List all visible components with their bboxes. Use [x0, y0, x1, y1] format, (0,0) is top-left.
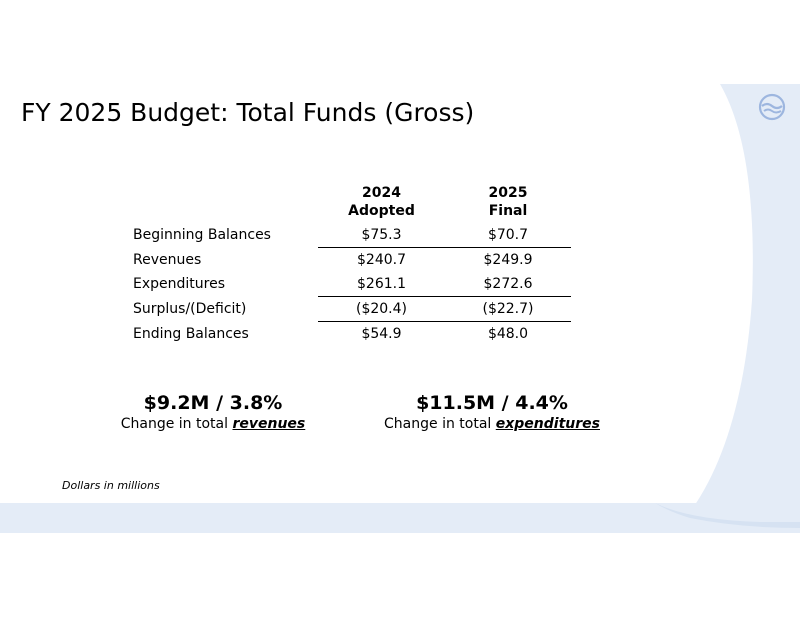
kpi-expenditures-prefix: Change in total — [384, 416, 496, 432]
header-2025: 2025 Final — [445, 182, 571, 223]
slide-title: FY 2025 Budget: Total Funds (Gross) — [21, 98, 475, 127]
row-label: Surplus/(Deficit) — [133, 301, 247, 317]
row-label: Ending Balances — [133, 325, 249, 342]
wave-logo-icon — [758, 93, 786, 121]
table-header-row: 2024 Adopted 2025 Final — [126, 182, 571, 223]
units-note: Dollars in millions — [62, 479, 160, 492]
kpi-revenues: $9.2M / 3.8% Change in total revenues — [113, 392, 313, 432]
table-row: Surplus/(Deficit) ($20.4) ($22.7) — [126, 296, 571, 322]
cell-2025: $48.0 — [445, 321, 571, 346]
cell-2025: $249.9 — [445, 247, 571, 272]
cell-2024: $54.9 — [318, 321, 445, 346]
cell-2024: $261.1 — [357, 276, 406, 292]
bottom-curve-shape — [655, 503, 800, 528]
header-2024-label: Adopted — [348, 203, 415, 219]
table-row: Beginning Balances $75.3 $70.7 — [126, 223, 571, 248]
kpi-revenues-emphasis: revenues — [232, 416, 306, 432]
cell-2024: $240.7 — [318, 247, 445, 272]
right-curve-shape — [690, 84, 800, 522]
cell-2025: $272.6 — [483, 276, 533, 292]
table-row: Revenues $240.7 $249.9 — [126, 247, 571, 272]
cell-2024: $75.3 — [361, 227, 402, 243]
header-2024-year: 2024 — [362, 185, 401, 201]
table-row: Expenditures $261.1 $272.6 — [126, 272, 571, 297]
header-blank — [126, 182, 318, 223]
kpi-expenditures: $11.5M / 4.4% Change in total expenditur… — [372, 392, 612, 432]
kpi-expenditures-value: $11.5M / 4.4% — [416, 392, 568, 414]
kpi-revenues-prefix: Change in total — [120, 416, 233, 432]
kpi-revenues-caption: Change in total revenues — [113, 416, 313, 432]
row-label: Beginning Balances — [133, 227, 271, 244]
kpi-revenues-value: $9.2M / 3.8% — [143, 392, 283, 414]
cell-2024: ($20.4) — [318, 296, 445, 322]
bottom-band — [0, 503, 800, 533]
row-label: Revenues — [133, 251, 202, 268]
header-2024: 2024 Adopted — [318, 182, 445, 223]
header-2025-year: 2025 — [488, 185, 528, 201]
kpi-expenditures-emphasis: expenditures — [495, 416, 600, 432]
budget-table: 2024 Adopted 2025 Final Beginning Balanc… — [126, 182, 571, 346]
header-2025-label: Final — [488, 203, 528, 219]
row-label: Expenditures — [133, 276, 225, 293]
cell-2025: $70.7 — [487, 227, 529, 243]
cell-2025: ($22.7) — [445, 296, 571, 322]
table-row: Ending Balances $54.9 $48.0 — [126, 321, 571, 346]
kpi-expenditures-caption: Change in total expenditures — [372, 416, 612, 432]
